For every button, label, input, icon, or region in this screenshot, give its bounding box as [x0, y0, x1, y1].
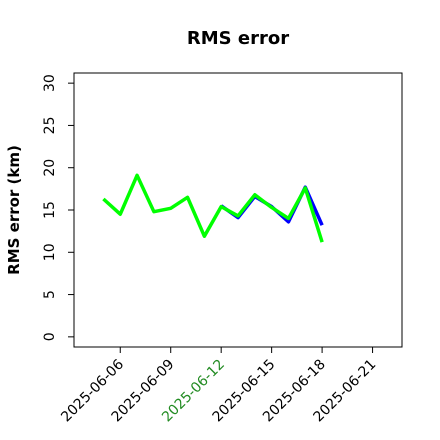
- y-tick-label: 20: [42, 159, 58, 177]
- y-tick-label: 15: [42, 201, 58, 219]
- y-tick-label: 10: [42, 243, 58, 261]
- y-axis-label: RMS error (km): [5, 145, 23, 275]
- y-tick-label: 5: [42, 290, 58, 299]
- y-tick-label: 0: [42, 332, 58, 341]
- y-tick-label: 30: [42, 74, 58, 92]
- data-line: [102, 173, 324, 243]
- chart-title: RMS error: [187, 28, 289, 49]
- y-tick-label: 25: [42, 117, 58, 135]
